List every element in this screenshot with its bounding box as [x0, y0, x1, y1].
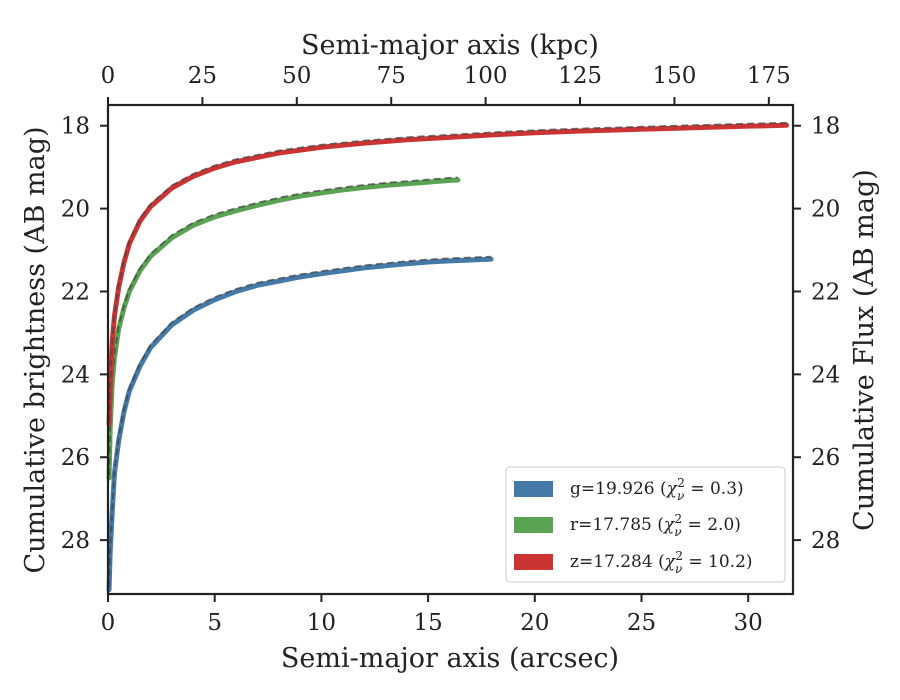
y-tick-label-0: 18: [61, 114, 90, 140]
x2-axis-label: Semi-major axis (kpc): [301, 30, 599, 61]
series-model-line-g: [108, 255, 492, 588]
legend-entry-g: g=19.926 (χν2 = 0.3): [514, 476, 744, 503]
legend-chi2-r: 2.0: [707, 515, 734, 535]
y2-tick-label-2: 22: [811, 279, 840, 305]
series-line-g: [106, 256, 494, 593]
x2-tick-label-7: 175: [747, 63, 791, 89]
x-tick-label-1: 5: [207, 610, 222, 636]
y-tick-label-3: 24: [61, 362, 90, 388]
series-model-line-r: [108, 176, 459, 476]
legend-name-z: z=17.284: [570, 552, 653, 572]
x-tick-label-3: 15: [413, 610, 442, 636]
y2-tick-label-5: 28: [811, 528, 840, 554]
legend-chi2-g: 0.3: [710, 479, 737, 499]
y-tick-label-5: 28: [61, 528, 90, 554]
legend-swatch-r: [514, 517, 553, 533]
legend-label-g: g=19.926 (χν2 = 0.3): [570, 476, 744, 503]
y2-tick-label-4: 26: [811, 445, 840, 471]
series-model-line-z: [108, 121, 787, 422]
legend-chi2-z: 10.2: [708, 552, 746, 572]
series-line-r: [106, 177, 461, 481]
y-tick-label-4: 26: [61, 445, 90, 471]
x2-tick-label-0: 0: [101, 63, 116, 89]
x-tick-label-4: 20: [520, 610, 549, 636]
x2-tick-label-5: 125: [558, 63, 602, 89]
y-tick-label-1: 20: [61, 197, 90, 223]
y2-tick-label-1: 20: [811, 197, 840, 223]
x-tick-label-6: 30: [734, 610, 763, 636]
y2-tick-label-3: 24: [811, 362, 840, 388]
x2-tick-label-6: 150: [652, 63, 696, 89]
plot-frame: [106, 103, 795, 596]
y-axis-label: Cumulative brightness (AB mag): [20, 126, 51, 573]
series-layer: [106, 121, 790, 593]
y2-axis-label: Cumulative Flux (AB mag): [849, 169, 880, 531]
legend-entry-r: r=17.785 (χν2 = 2.0): [514, 512, 741, 539]
x-tick-label-0: 0: [101, 610, 116, 636]
x-tick-label-5: 25: [627, 610, 656, 636]
legend-label-z: z=17.284 (χν2 = 10.2): [570, 549, 753, 576]
x-tick-label-2: 10: [307, 610, 336, 636]
x-axis-label: Semi-major axis (arcsec): [281, 643, 619, 674]
legend-entry-z: z=17.284 (χν2 = 10.2): [514, 549, 753, 576]
x2-tick-label-1: 25: [188, 63, 217, 89]
x2-tick-label-3: 75: [377, 63, 406, 89]
legend-box: [505, 466, 786, 583]
legend-label-r: r=17.785 (χν2 = 2.0): [570, 512, 741, 539]
legend: g=19.926 (χν2 = 0.3) r=17.785 (χν2 = 2.0…: [505, 466, 786, 583]
y2-tick-label-0: 18: [811, 114, 840, 140]
series-line-z: [106, 122, 790, 427]
x2-tick-label-2: 50: [282, 63, 311, 89]
legend-name-r: r=17.785: [570, 515, 652, 535]
legend-name-g: g=19.926: [570, 479, 655, 499]
y-tick-label-2: 22: [61, 279, 90, 305]
legend-swatch-z: [514, 554, 553, 570]
tick-layer: 0 5 10 15 20 25 30 0 25 50 75 100 125 150 175 18 20 22 24 2…: [61, 63, 841, 636]
x2-tick-label-4: 100: [464, 63, 508, 89]
legend-swatch-g: [514, 481, 553, 497]
